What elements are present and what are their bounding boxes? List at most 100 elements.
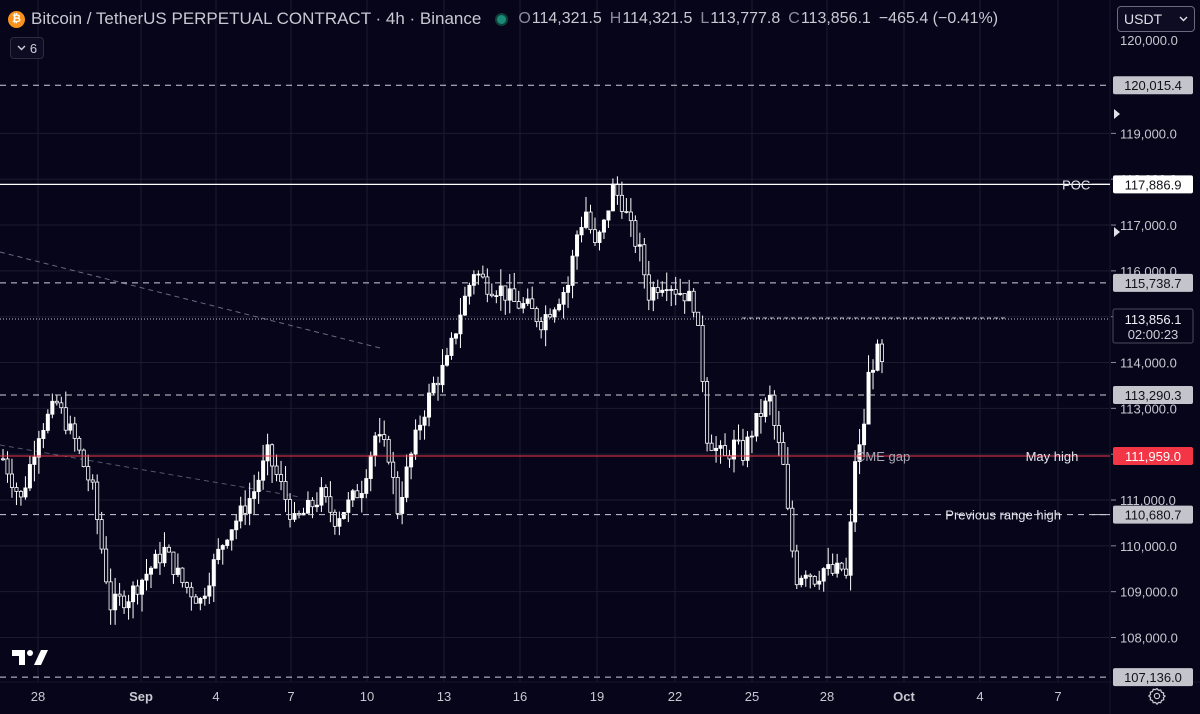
axis-marker-icon (1114, 109, 1120, 119)
candle-body (718, 445, 723, 449)
candle-body (243, 505, 248, 514)
candle-body (72, 423, 77, 439)
candle-body (274, 465, 279, 475)
candle-body (404, 466, 409, 498)
candle-body (512, 288, 517, 302)
open-value: 114,321.5 (531, 10, 602, 27)
price-axis-label: 117,000.0 (1120, 218, 1177, 233)
candle-body (740, 440, 745, 461)
candle-body (279, 474, 284, 482)
candle-body (875, 343, 880, 371)
candle-body (453, 333, 458, 339)
candle-body (619, 194, 624, 212)
candle-body (68, 423, 73, 431)
candle-body (507, 288, 512, 301)
candle-body (18, 491, 23, 498)
candle-body (189, 586, 194, 598)
candle-body (651, 287, 656, 301)
candle-body (682, 293, 687, 302)
candle-body (844, 568, 849, 576)
candle-body (5, 458, 10, 475)
candle-body (108, 581, 113, 611)
candle-body (745, 436, 750, 461)
candle-body (346, 499, 351, 513)
candle-body (90, 479, 95, 483)
close-value: 113,856.1 (800, 10, 871, 27)
bitcoin-coin-icon[interactable]: ₿ (8, 10, 25, 28)
candle-body (23, 487, 28, 498)
indicators-collapse-button[interactable]: 6 (10, 37, 44, 59)
candle-body (449, 337, 454, 356)
time-axis-label: 4 (212, 689, 219, 704)
time-axis-label: 7 (1054, 689, 1061, 704)
time-axis-label: 28 (820, 689, 834, 704)
currency-select[interactable]: USDT (1117, 6, 1195, 32)
candle-body (700, 325, 705, 382)
candle-body (548, 314, 553, 318)
candle-body (400, 497, 405, 514)
price-axis-label: 110,000.0 (1120, 539, 1177, 554)
candle-body (592, 229, 597, 243)
chevron-down-icon (1179, 16, 1188, 22)
candle-body (27, 464, 32, 489)
candle-body (494, 295, 499, 297)
settings-gear-icon[interactable] (1148, 687, 1166, 705)
candle-body (140, 579, 145, 595)
close-label: C (788, 10, 800, 27)
candle-body (835, 562, 840, 574)
candle-body (615, 183, 620, 196)
candle-body (305, 499, 310, 514)
candle-body (59, 402, 64, 409)
price-axis-label: 111,000.0 (1120, 493, 1176, 508)
candle-body (633, 220, 638, 247)
time-axis-label: Sep (129, 689, 153, 704)
candle-body (63, 407, 68, 431)
price-axis-label: 120,000.0 (1120, 33, 1178, 48)
candle-body (781, 442, 786, 465)
candle-body (498, 285, 503, 296)
price-tag (1113, 273, 1193, 292)
price-axis-label: 119,000.0 (1120, 126, 1177, 141)
candle-body (9, 473, 14, 488)
candle-body (871, 369, 876, 373)
symbol-header: ₿ Bitcoin / TetherUS PERPETUAL CONTRACT … (8, 6, 998, 32)
candle-body (458, 314, 463, 335)
candle-body (772, 394, 777, 426)
candle-body (166, 546, 171, 553)
candle-body (857, 444, 862, 462)
candle-body (409, 453, 414, 468)
candle-body (288, 499, 293, 520)
symbol-title[interactable]: Bitcoin / TetherUS PERPETUAL CONTRACT · … (31, 9, 482, 28)
level-label: POC (1062, 177, 1090, 192)
candle-body (808, 574, 813, 577)
candle-body (95, 481, 100, 520)
candle-body (265, 444, 270, 462)
candle-body (588, 211, 593, 231)
tradingview-logo-icon[interactable] (12, 648, 48, 668)
candle-body (225, 539, 230, 546)
candle-body (113, 593, 118, 611)
time-axis-label: 22 (668, 689, 682, 704)
candle-body (198, 598, 203, 604)
candle-body (557, 303, 562, 311)
candle-body (830, 564, 835, 574)
price-tag-label: 110,680.7 (1125, 508, 1182, 523)
candle-body (471, 274, 476, 286)
candle-body (310, 499, 315, 508)
candle-body (862, 423, 867, 446)
candle-body (220, 545, 225, 550)
low-label: L (700, 10, 710, 27)
candle-body (848, 521, 853, 576)
candle-body (467, 284, 472, 297)
price-tag-label: 117,886.9 (1125, 177, 1182, 192)
candle-body (534, 308, 539, 322)
price-axis-label: 109,000.0 (1120, 585, 1178, 600)
candle-body (597, 231, 602, 243)
candle-body (839, 562, 844, 570)
candle-body (180, 567, 185, 584)
candle-body (104, 548, 109, 583)
candle-body (530, 298, 535, 310)
price-tag (1113, 505, 1193, 524)
candle-body (193, 596, 198, 604)
